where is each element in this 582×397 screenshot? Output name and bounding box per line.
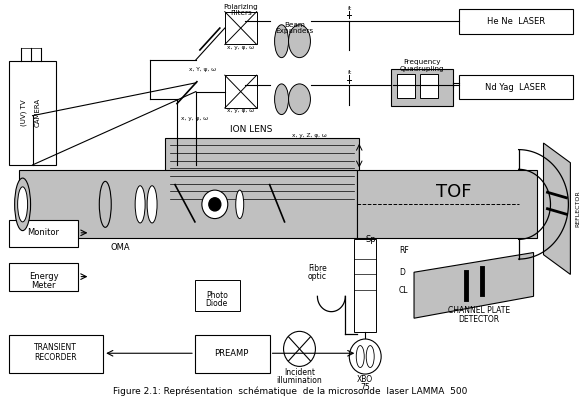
Bar bbox=[354, 239, 376, 332]
Text: Nd Yag  LASER: Nd Yag LASER bbox=[485, 83, 546, 92]
Ellipse shape bbox=[135, 186, 145, 223]
Ellipse shape bbox=[236, 190, 244, 219]
Text: PREAMP: PREAMP bbox=[215, 349, 249, 358]
Text: ION LENS: ION LENS bbox=[230, 125, 273, 135]
Text: CHANNEL PLATE: CHANNEL PLATE bbox=[448, 306, 510, 315]
Text: it: it bbox=[347, 70, 352, 75]
Ellipse shape bbox=[289, 25, 310, 58]
Text: CL: CL bbox=[399, 286, 409, 295]
Text: DETECTOR: DETECTOR bbox=[458, 315, 499, 324]
Bar bbox=[195, 335, 269, 373]
Bar bbox=[9, 264, 79, 291]
Circle shape bbox=[209, 198, 221, 211]
Text: Frequency: Frequency bbox=[403, 59, 441, 65]
Polygon shape bbox=[414, 252, 534, 318]
Text: REFLECTOR: REFLECTOR bbox=[576, 191, 581, 227]
Text: RF: RF bbox=[399, 246, 409, 255]
Bar bbox=[225, 12, 257, 44]
Bar bbox=[391, 69, 453, 106]
Text: TOF: TOF bbox=[436, 183, 471, 201]
Text: x, y, φ, ω: x, y, φ, ω bbox=[227, 45, 254, 50]
Bar bbox=[225, 75, 257, 108]
Bar bbox=[9, 335, 103, 373]
Bar bbox=[459, 75, 573, 99]
Text: 75: 75 bbox=[360, 383, 370, 392]
Text: Beam: Beam bbox=[284, 22, 305, 28]
Text: Diode: Diode bbox=[205, 299, 228, 308]
Text: x, y, φ, ω: x, y, φ, ω bbox=[182, 116, 208, 121]
Text: Fibre: Fibre bbox=[308, 264, 327, 274]
Text: RECORDER: RECORDER bbox=[34, 353, 77, 362]
Bar bbox=[9, 220, 79, 247]
Ellipse shape bbox=[356, 346, 364, 368]
Circle shape bbox=[349, 339, 381, 374]
Text: illumination: illumination bbox=[276, 376, 322, 385]
Text: D: D bbox=[399, 268, 405, 277]
Text: (UV) TV: (UV) TV bbox=[20, 99, 27, 126]
Text: Sp: Sp bbox=[366, 235, 377, 244]
Ellipse shape bbox=[275, 84, 289, 115]
Ellipse shape bbox=[366, 346, 374, 368]
Ellipse shape bbox=[289, 84, 310, 115]
Text: OMA: OMA bbox=[111, 243, 130, 252]
Bar bbox=[19, 170, 357, 238]
Text: Photo: Photo bbox=[206, 291, 228, 300]
Bar bbox=[9, 61, 56, 165]
Ellipse shape bbox=[17, 187, 27, 222]
Text: it: it bbox=[347, 6, 352, 11]
Text: Meter: Meter bbox=[31, 281, 56, 290]
Text: TRANSIENT: TRANSIENT bbox=[34, 343, 77, 352]
Text: Energy: Energy bbox=[29, 272, 58, 281]
Text: He Ne  LASER: He Ne LASER bbox=[487, 17, 545, 26]
Text: x, y, φ, ω: x, y, φ, ω bbox=[227, 108, 254, 113]
Ellipse shape bbox=[147, 186, 157, 223]
Text: optic: optic bbox=[308, 272, 327, 281]
Bar bbox=[459, 10, 573, 33]
Text: Figure 2.1: Représentation  schématique  de la microsonde  laser LAMMA  500: Figure 2.1: Représentation schématique d… bbox=[113, 386, 468, 395]
Text: Polarizing: Polarizing bbox=[223, 4, 258, 10]
Text: CAMERA: CAMERA bbox=[34, 98, 41, 127]
Text: Quadrupling: Quadrupling bbox=[400, 66, 444, 71]
Bar bbox=[165, 137, 359, 212]
Ellipse shape bbox=[15, 178, 31, 231]
Bar bbox=[397, 74, 415, 98]
Bar bbox=[195, 280, 240, 310]
Bar bbox=[357, 170, 537, 238]
Bar bbox=[420, 74, 438, 98]
Ellipse shape bbox=[275, 25, 289, 58]
Polygon shape bbox=[544, 143, 570, 274]
Text: Monitor: Monitor bbox=[27, 228, 59, 237]
Text: XBO: XBO bbox=[357, 375, 373, 384]
Text: x, Y, ψ, ω: x, Y, ψ, ω bbox=[189, 67, 217, 72]
Text: Incident: Incident bbox=[284, 368, 315, 378]
Text: Expanders: Expanders bbox=[275, 28, 314, 35]
Text: Filters: Filters bbox=[230, 10, 251, 16]
Text: x, y, Z, φ, ω: x, y, Z, φ, ω bbox=[292, 133, 327, 138]
Circle shape bbox=[202, 190, 228, 219]
Ellipse shape bbox=[100, 181, 111, 227]
Circle shape bbox=[283, 331, 315, 366]
